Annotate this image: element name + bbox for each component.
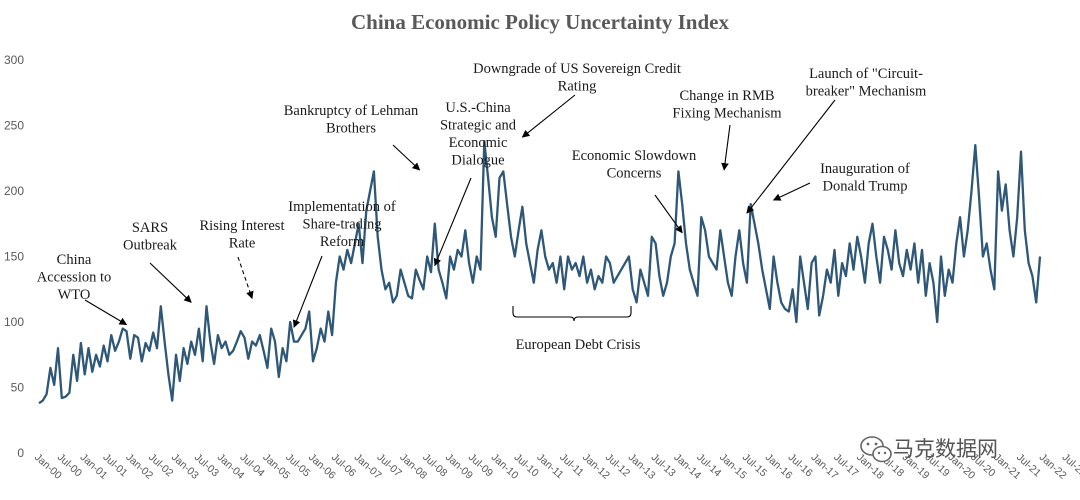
annotation-rising-rate: Rising Interest Rate [200, 218, 285, 300]
annotation-sars: SARS Outbreak [123, 220, 192, 303]
annotation-rmb: Change in RMB Fixing Mechanism [672, 88, 782, 171]
annotation-label: Downgrade of US Sovereign Credit Rating [473, 61, 681, 95]
annotation-us-china: U.S.-China Strategic and Economic Dialogue [433, 100, 517, 267]
annotation-arrow [772, 182, 811, 201]
y-tick-label: 150 [4, 250, 24, 264]
bracket-label: European Debt Crisis [516, 337, 641, 353]
y-tick-label: 50 [11, 381, 25, 395]
european-debt-crisis-bracket: European Debt Crisis [512, 306, 641, 353]
annotation-label: China Accession to WTO [37, 252, 112, 303]
annotation-arrow [392, 144, 421, 171]
annotation-label: U.S.-China Strategic and Economic Dialogue [440, 100, 517, 169]
annotation-label: Launch of "Circuit-breaker" Mechanism [806, 66, 927, 100]
annotation-us-downgrade: Downgrade of US Sovereign Credit Rating [473, 61, 681, 138]
annotation-arrow [654, 194, 683, 234]
annotation-arrow [746, 99, 836, 214]
annotation-china-wto: China Accession to WTO [37, 252, 128, 326]
y-tick-label: 200 [4, 184, 24, 198]
annotation-arrow [433, 177, 472, 267]
bracket-line [512, 306, 632, 322]
annotation-arrow [84, 299, 128, 326]
annotation-arrow [237, 256, 254, 300]
annotation-arrow [521, 94, 576, 138]
watermark: 马克数据网 [860, 436, 998, 463]
annotation-label: Economic Slowdown Concerns [572, 148, 697, 182]
annotation-arrow [149, 262, 192, 303]
y-axis: 0 50 100 150 200 250 300 [4, 53, 24, 460]
y-tick-label: 100 [4, 315, 24, 329]
annotation-label: Rising Interest Rate [200, 218, 285, 252]
annotation-lehman: Bankruptcy of Lehman Brothers [284, 103, 421, 171]
chart-title: China Economic Policy Uncertainty Index [351, 10, 729, 34]
annotation-trump: Inauguration of Donald Trump [772, 161, 910, 201]
annotation-label: Inauguration of Donald Trump [820, 161, 910, 195]
annotation-label: Implementation of Share-trading Reform [288, 199, 396, 250]
y-tick-label: 300 [4, 53, 24, 67]
series-line [38, 140, 1042, 405]
watermark-text: 马克数据网 [893, 437, 998, 461]
y-tick-label: 250 [4, 119, 24, 133]
wechat-icon [860, 436, 892, 463]
y-tick-label: 0 [17, 446, 24, 460]
annotations: China Accession to WTO SARS Outbreak Rising I… [37, 61, 927, 328]
annotation-circuit: Launch of "Circuit-breaker" Mechanism [746, 66, 927, 214]
annotation-arrow [292, 255, 323, 328]
annotation-arrow [721, 124, 731, 171]
annotation-label: Change in RMB Fixing Mechanism [672, 88, 782, 122]
annotation-slowdown: Economic Slowdown Concerns [572, 148, 697, 234]
annotation-label: SARS Outbreak [123, 220, 178, 254]
annotation-label: Bankruptcy of Lehman Brothers [284, 103, 419, 137]
annotation-share-trading: Implementation of Share-trading Reform [288, 199, 396, 328]
